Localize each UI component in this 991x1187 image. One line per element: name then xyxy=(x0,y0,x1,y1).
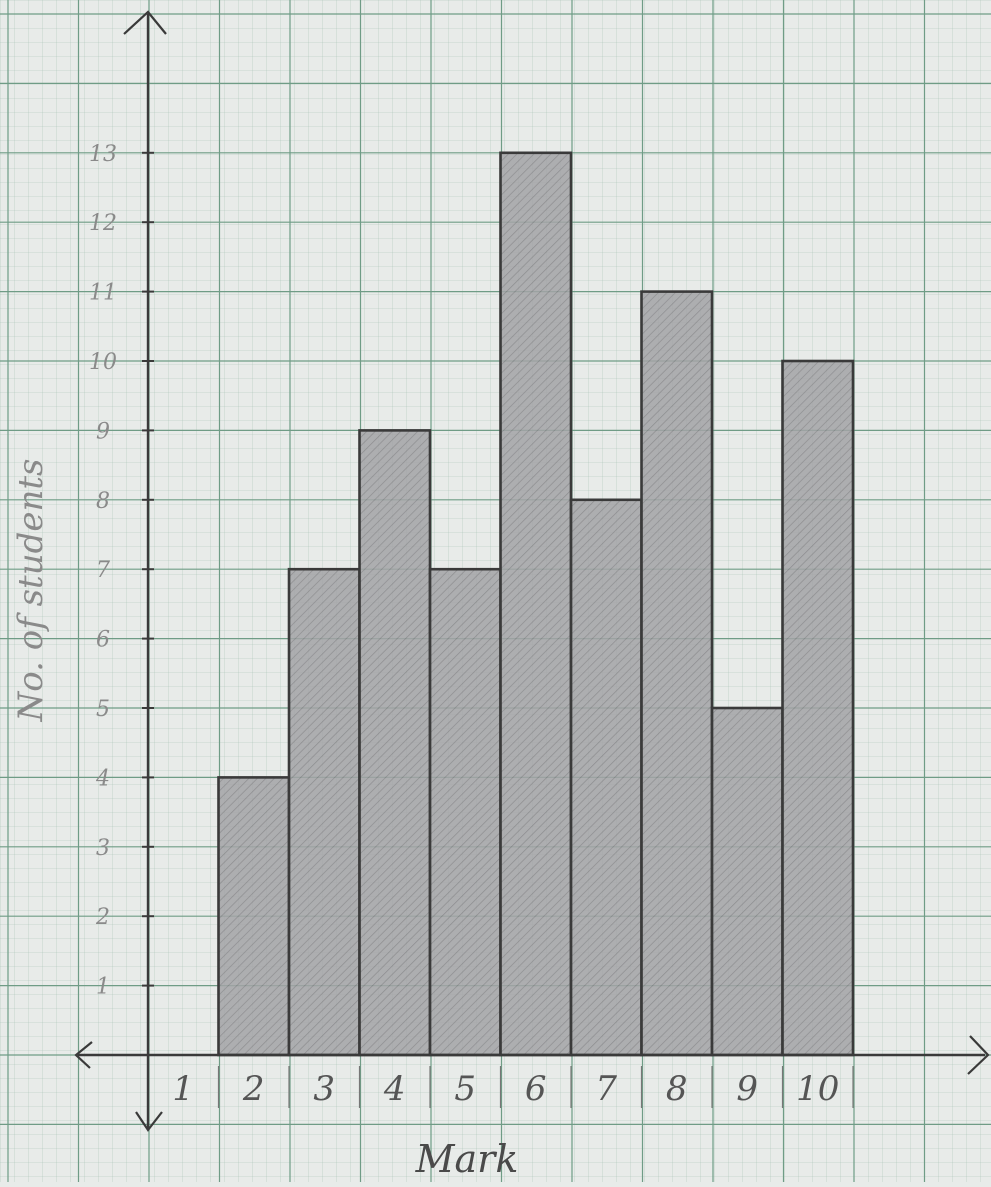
y-tick-label: 9 xyxy=(96,419,110,444)
y-tick-label: 7 xyxy=(96,558,110,583)
y-tick-label: 10 xyxy=(89,350,117,375)
y-tick-label: 1 xyxy=(96,975,110,1000)
axes-group xyxy=(74,10,990,1132)
y-tick-label: 2 xyxy=(95,905,110,930)
x-axis-label: Mark xyxy=(415,1137,519,1181)
y-tick-label: 3 xyxy=(96,836,110,861)
bar-mark-2 xyxy=(217,776,291,1057)
x-tick-label: 7 xyxy=(595,1069,617,1109)
bar-mark-10 xyxy=(781,359,855,1057)
y-tick-label: 11 xyxy=(89,281,117,306)
y-tick-label: 4 xyxy=(95,766,110,791)
y-tick-label: 5 xyxy=(96,697,110,722)
y-axis-arrow-bottom xyxy=(135,1111,163,1132)
y-axis-arrow-top xyxy=(123,10,167,35)
bar-mark-3 xyxy=(287,567,361,1057)
y-axis-label: No. of students xyxy=(11,458,51,722)
bars-group xyxy=(217,151,855,1057)
bar-mark-7 xyxy=(569,498,643,1057)
x-tick-label: 4 xyxy=(383,1069,406,1109)
x-tick-label: 6 xyxy=(525,1069,547,1109)
x-tick-label: 2 xyxy=(242,1069,265,1109)
x-tick-label: 9 xyxy=(736,1069,758,1109)
y-tick-label: 13 xyxy=(89,142,117,167)
x-tick-label: 10 xyxy=(796,1069,839,1109)
x-axis-arrow-right xyxy=(967,1035,990,1075)
x-tick-label: 8 xyxy=(666,1069,688,1109)
x-tick-labels: 1 2 3 4 5 6 7 8 9 10 xyxy=(172,1066,854,1109)
x-tick-label: 1 xyxy=(172,1069,194,1109)
bar-mark-8 xyxy=(640,290,714,1057)
x-axis-arrow-left xyxy=(74,1041,93,1069)
bar-mark-6 xyxy=(499,151,573,1057)
x-tick-label: 5 xyxy=(454,1069,476,1109)
x-tick-label: 3 xyxy=(313,1069,335,1109)
bar-mark-4 xyxy=(358,429,432,1057)
y-tick-label: 6 xyxy=(96,628,110,653)
y-tick-label: 12 xyxy=(89,211,117,236)
bar-mark-9 xyxy=(710,706,784,1057)
y-tick-label: 8 xyxy=(96,489,110,514)
bar-mark-5 xyxy=(428,567,502,1057)
